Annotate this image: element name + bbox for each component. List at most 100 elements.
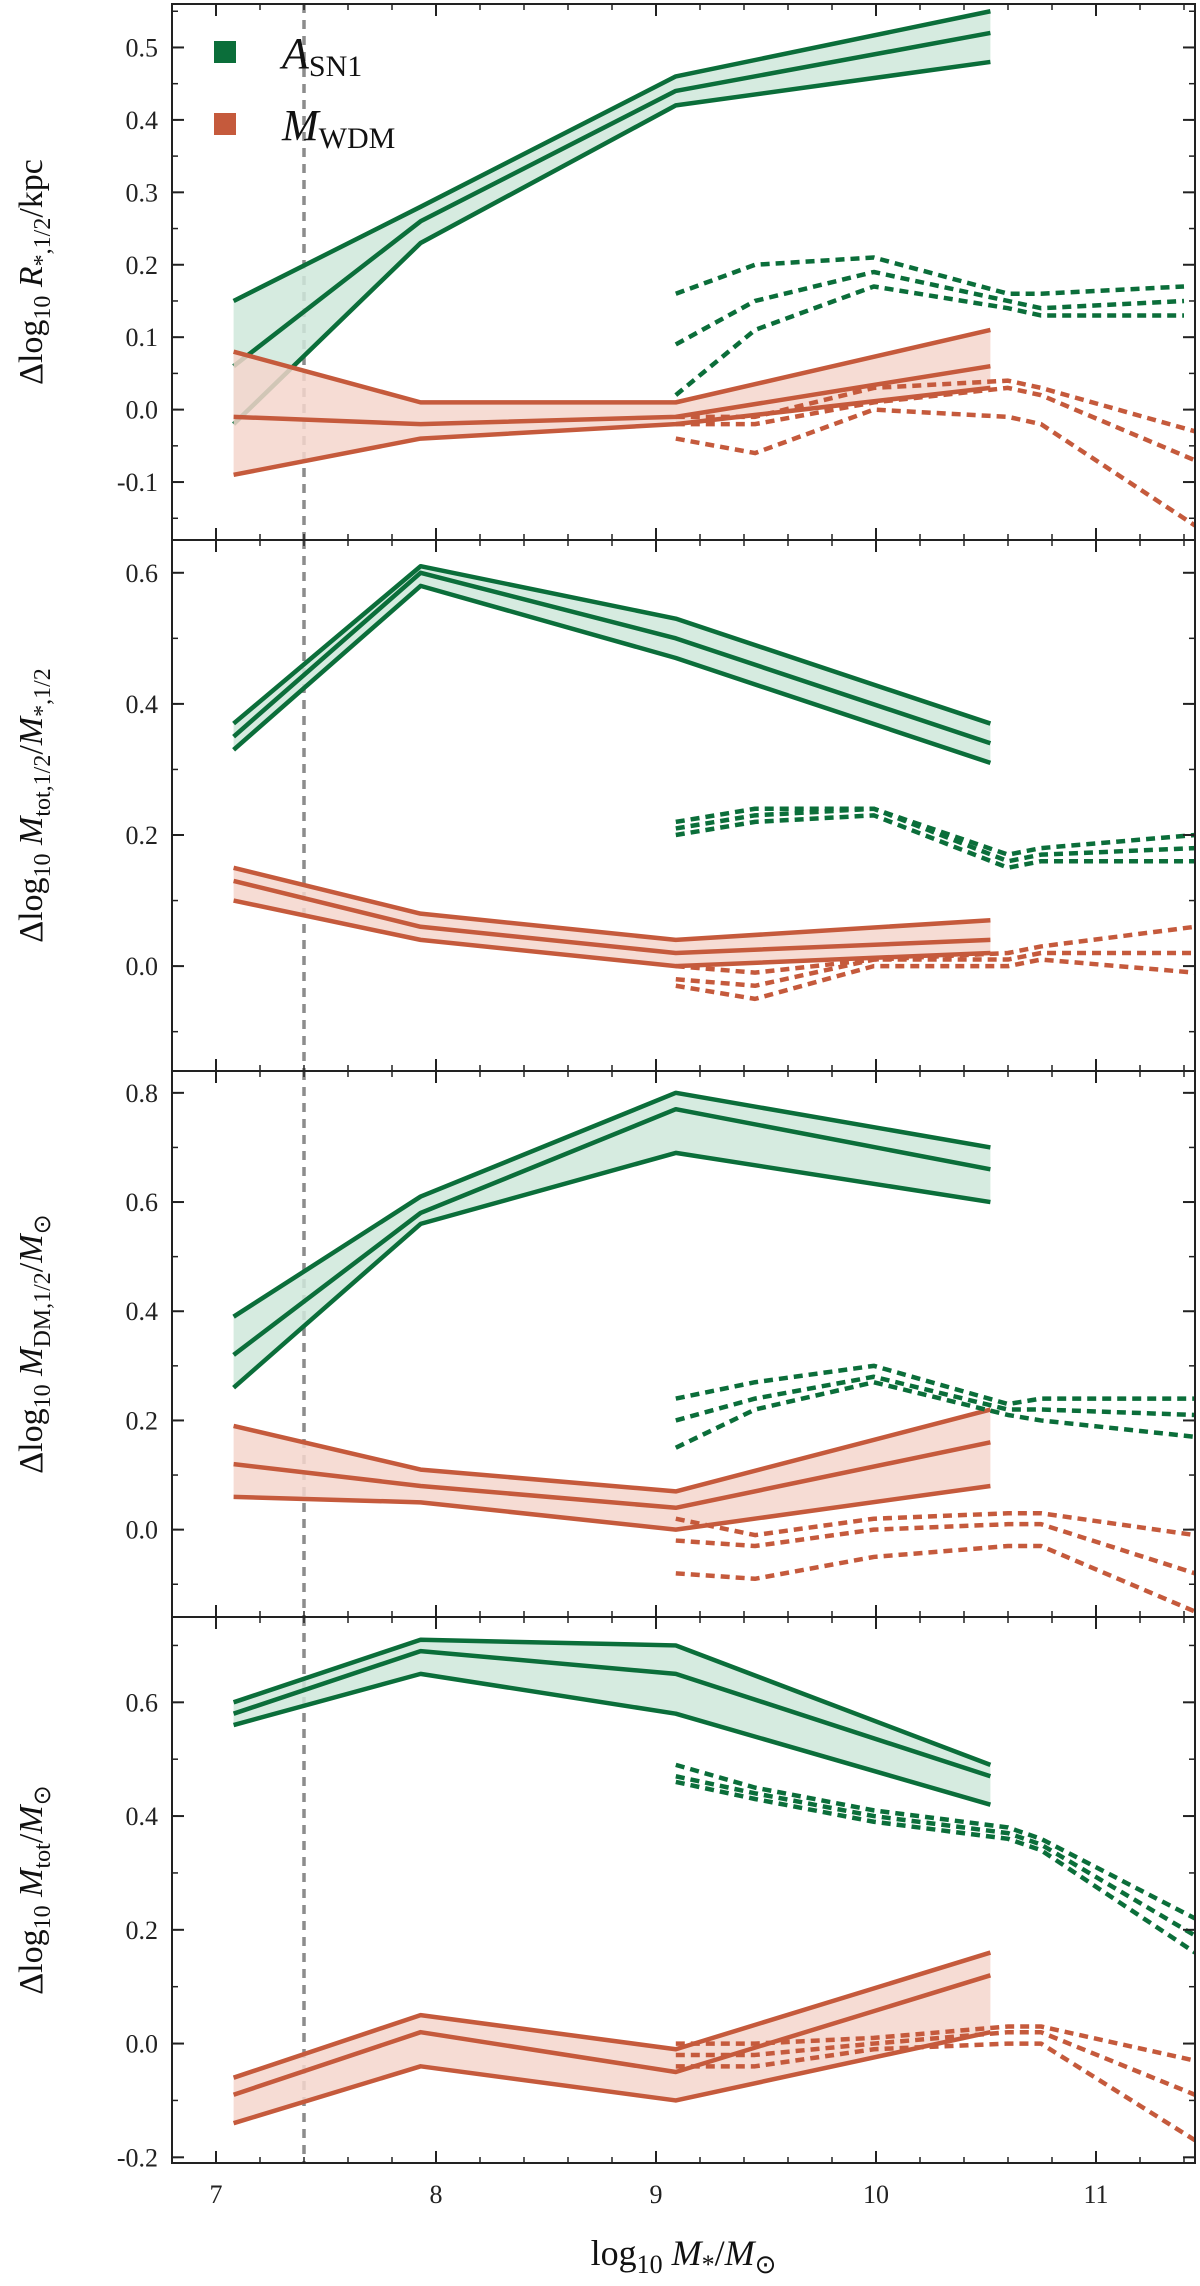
ylabel-M2: M: [13, 715, 50, 746]
series-line-mid: [233, 363, 991, 427]
series-mwdm-dashed: [675, 378, 1195, 528]
series-mwdm-dashed: [675, 1511, 1195, 1614]
y-tick-label: 0.2: [126, 821, 159, 850]
series-asn1-solid: [232, 1090, 991, 1390]
y-tick-label: 0.3: [126, 178, 159, 207]
band-fill: [233, 867, 991, 967]
y-tick-label: 0.2: [126, 1916, 159, 1945]
y-axis-label: Δlog10 Mtot,1/2/M*,1/2: [13, 668, 56, 943]
y-tick-label: 0.2: [126, 1406, 159, 1435]
series-line-mid: [232, 1106, 991, 1357]
y-tick-label: 0.4: [126, 690, 159, 719]
series-line-mid: [232, 30, 991, 368]
y-tick-label: 0.4: [126, 1802, 159, 1831]
xlabel-log: log: [591, 2233, 637, 2273]
y-tick-label: 0.0: [126, 2030, 159, 2059]
series-line-mid: [232, 1973, 992, 2097]
series-line-lo: [675, 1543, 1195, 1614]
y-axis-label: Δlog10 Mtot/M⊙: [13, 1785, 56, 1994]
x-tick-label: 11: [1083, 2180, 1108, 2209]
y-tick-label: 0.0: [126, 396, 159, 425]
ylabel-M1: M: [13, 1867, 50, 1906]
series-line-hi: [233, 1407, 991, 1494]
legend-swatch-mwdm: [214, 113, 236, 135]
series-line-lo: [232, 59, 991, 426]
ylabel-rsub: *,1/2: [30, 218, 56, 267]
xlabel-Msun: M: [724, 2233, 757, 2273]
band-fill: [233, 1409, 991, 1530]
y-tick-label: 0.2: [126, 251, 159, 280]
series-line-hi: [232, 1090, 991, 1319]
y-axis-label: Δlog10 MDM,1/2/M⊙: [13, 1214, 56, 1473]
band-fill: [233, 1092, 991, 1388]
y-tick-label: 0.6: [126, 1188, 159, 1217]
ylabel-sep: /: [13, 745, 50, 755]
legend-symbol: M: [281, 101, 321, 150]
ylabel-sub10: 10: [30, 296, 56, 320]
series-line-lo: [233, 898, 991, 969]
panel-1: -0.1 0.0 0.1 0.2 0.3 0.4 0.5 Δlog10 R*,1/2/kpc A…: [13, 3, 1196, 541]
ylabel-delta: Δlog: [13, 1408, 50, 1473]
series-line-lo: [233, 385, 991, 478]
ylabel-m2sub: *,1/2: [30, 668, 56, 717]
ylabel-sub10: 10: [30, 1905, 56, 1929]
series-line-mid: [674, 269, 1185, 347]
series-line-mid: [675, 385, 1195, 463]
y-tick-label: 0.4: [126, 1297, 159, 1326]
series-line-hi: [232, 1637, 992, 1767]
ylabel-m2sub: ⊙: [30, 1214, 56, 1234]
series-line-hi: [675, 1363, 1195, 1407]
ylabel-M1: M: [13, 1346, 50, 1385]
series-line-lo: [232, 583, 992, 766]
series-line-hi: [675, 255, 1185, 296]
legend: ASN1 MWDM: [214, 29, 395, 155]
y-tick-label: 0.0: [126, 952, 159, 981]
ylabel-M2: M: [13, 1804, 50, 1835]
series-line-hi: [675, 806, 1195, 857]
xlabel-sub10: 10: [637, 2250, 663, 2279]
series-line-lo: [232, 1150, 991, 1390]
y-tick-label: 0.0: [126, 1516, 159, 1545]
series-line-mid: [233, 878, 991, 956]
ylabel-sub10: 10: [30, 853, 56, 877]
series-line-hi: [675, 924, 1195, 975]
series-line-lo: [232, 2029, 991, 2126]
axes-frame: [171, 1616, 1196, 2164]
series-line-hi: [675, 2024, 1195, 2063]
y-tick-label: -0.1: [117, 468, 158, 497]
series-line-lo: [674, 1379, 1195, 1450]
ylabel-sep: /: [13, 1833, 50, 1843]
legend-sub: WDM: [319, 122, 396, 155]
y-tick-label: -0.2: [117, 2143, 158, 2172]
xlabel-sun: ⊙: [755, 2250, 777, 2279]
ylabel-delta: Δlog: [13, 320, 50, 385]
y-tick-label: 0.8: [126, 1079, 159, 1108]
series-line-mid: [675, 2029, 1195, 2097]
series-line-lo: [675, 407, 1195, 528]
ylabel-M2: M: [13, 1233, 50, 1264]
legend-label-mwdm: MWDM: [281, 101, 395, 155]
series-line-mid: [232, 570, 992, 746]
series-line-mid: [232, 1648, 992, 1779]
series-line-lo: [233, 1671, 992, 1807]
series-line-hi: [232, 563, 992, 726]
series-line-hi: [233, 865, 991, 943]
legend-label-asn1: ASN1: [279, 29, 362, 83]
legend-symbol: A: [279, 29, 310, 78]
ylabel-m2sub: ⊙: [30, 1785, 56, 1805]
plot-area: [232, 4, 1195, 540]
x-axis-label: log10 M*/M⊙: [591, 2233, 777, 2279]
series-line-mid: [675, 1774, 1195, 1938]
x-tick-label: 7: [210, 2180, 223, 2209]
y-tick-label: 0.5: [126, 33, 159, 62]
xlabel-sep: /: [715, 2233, 725, 2273]
series-asn1-dashed: [675, 806, 1195, 871]
series-line-hi: [232, 9, 991, 303]
xlabel-star: *: [702, 2250, 715, 2279]
band-fill: [233, 1952, 991, 2124]
ylabel-delta: Δlog: [13, 1929, 50, 1994]
ylabel-delta: Δlog: [13, 877, 50, 942]
ylabel-m1sub: tot: [30, 1843, 56, 1869]
series-mwdm-dashed: [675, 924, 1195, 1002]
